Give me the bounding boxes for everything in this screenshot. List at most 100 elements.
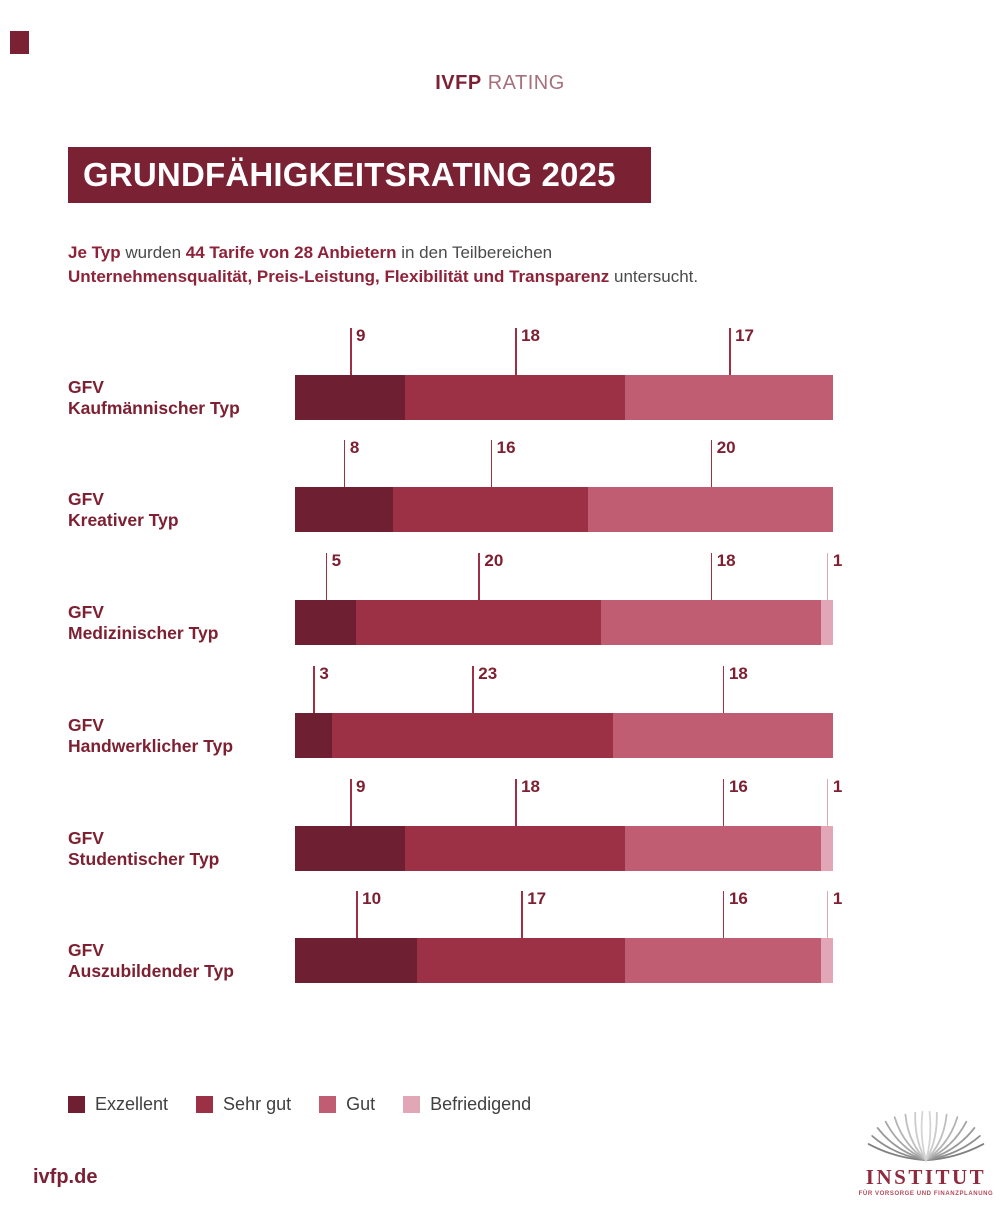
value-label: 18 bbox=[728, 664, 748, 683]
legend-swatch bbox=[319, 1096, 337, 1113]
value-label: 5 bbox=[331, 551, 342, 570]
bar-segment bbox=[625, 375, 833, 420]
value-label: 20 bbox=[484, 551, 504, 570]
value-label: 23 bbox=[478, 664, 498, 683]
value-label: 18 bbox=[716, 551, 736, 570]
row-label: GFV Handwerklicher Typ bbox=[68, 714, 234, 756]
callout-line bbox=[826, 779, 829, 830]
row-label: GFV Studentischer Typ bbox=[68, 827, 220, 869]
row-label: GFV Auszubildender Typ bbox=[68, 939, 234, 981]
callout-line bbox=[710, 440, 713, 491]
legend-item: Befriedigend bbox=[403, 1094, 531, 1115]
callout-line bbox=[515, 779, 517, 830]
callout-line bbox=[826, 553, 829, 604]
callout-line bbox=[490, 440, 493, 491]
callout-line bbox=[356, 891, 358, 942]
corner-accent-square bbox=[10, 31, 29, 54]
bar-segment bbox=[612, 713, 833, 758]
bar-segment bbox=[295, 487, 393, 532]
value-label: 17 bbox=[527, 889, 547, 908]
value-label: 9 bbox=[356, 326, 366, 345]
institut-tagline: FÜR VORSORGE UND FINANZPLANUNG bbox=[858, 1191, 994, 1197]
callout-line bbox=[343, 440, 346, 491]
subtitle-highlight: 44 Tarife von 28 Anbietern bbox=[185, 243, 397, 262]
row-label: GFV Medizinischer Typ bbox=[68, 601, 219, 643]
subtitle-plain: untersucht. bbox=[609, 267, 699, 286]
subtitle-plain: in den Teilbereichen bbox=[396, 243, 553, 262]
bar-segment bbox=[625, 938, 821, 983]
bar-segment bbox=[295, 713, 332, 758]
legend-item: Exzellent bbox=[68, 1094, 168, 1115]
brand-ivfp: IVFP bbox=[435, 72, 482, 94]
chart-legend: Exzellent Sehr gut Gut Befriedigend bbox=[68, 1094, 531, 1115]
institut-book-icon bbox=[867, 1110, 985, 1162]
institut-wordmark: INSTITUT bbox=[865, 1165, 987, 1189]
legend-item: Sehr gut bbox=[196, 1094, 291, 1115]
legend-swatch bbox=[403, 1096, 421, 1113]
value-label: 1 bbox=[832, 889, 843, 908]
bar-segment bbox=[405, 826, 626, 871]
bar-segment bbox=[295, 826, 406, 871]
value-label: 8 bbox=[349, 438, 360, 457]
legend-swatch bbox=[68, 1096, 85, 1113]
value-label: 10 bbox=[362, 889, 382, 908]
bar-segment bbox=[356, 600, 601, 645]
institut-logo: INSTITUT FÜR VORSORGE UND FINANZPLANUNG bbox=[856, 1110, 996, 1197]
bar-segment bbox=[600, 600, 821, 645]
callout-line bbox=[722, 891, 725, 942]
bar-segment bbox=[588, 487, 833, 532]
legend-item: Gut bbox=[319, 1094, 375, 1115]
bar-segment bbox=[417, 938, 626, 983]
callout-line bbox=[515, 328, 517, 379]
value-label: 16 bbox=[728, 889, 748, 908]
row-label: GFV Kreativer Typ bbox=[68, 488, 179, 530]
callout-line bbox=[521, 891, 523, 942]
callout-line bbox=[350, 779, 352, 830]
value-label: 1 bbox=[832, 551, 843, 570]
value-label: 16 bbox=[496, 438, 516, 457]
stacked-bar bbox=[295, 713, 833, 758]
subtitle-highlight: Je Typ bbox=[68, 243, 121, 262]
bar-segment bbox=[820, 938, 833, 983]
bar-segment bbox=[392, 487, 589, 532]
legend-label: Gut bbox=[346, 1094, 376, 1114]
value-label: 1 bbox=[832, 777, 843, 796]
callout-line bbox=[722, 779, 725, 830]
value-label: 3 bbox=[319, 664, 329, 683]
row-label: GFV Kaufmännischer Typ bbox=[68, 376, 240, 418]
stacked-bar bbox=[295, 826, 833, 871]
subtitle-text: Je Typ wurden 44 Tarife von 28 Anbietern… bbox=[68, 241, 828, 289]
stacked-bar bbox=[295, 487, 833, 532]
callout-line bbox=[325, 553, 328, 604]
bar-segment bbox=[625, 826, 821, 871]
callout-line bbox=[313, 666, 315, 717]
subtitle-plain: wurden bbox=[120, 243, 186, 262]
value-label: 9 bbox=[356, 777, 366, 796]
callout-line bbox=[710, 553, 713, 604]
bar-segment bbox=[295, 375, 406, 420]
legend-label: Sehr gut bbox=[223, 1094, 292, 1114]
callout-line bbox=[472, 666, 474, 717]
value-label: 18 bbox=[521, 326, 540, 345]
bar-segment bbox=[295, 938, 418, 983]
legend-swatch bbox=[196, 1096, 214, 1113]
legend-label: Exzellent bbox=[95, 1094, 169, 1114]
value-label: 20 bbox=[716, 438, 736, 457]
subtitle-line: Je Typ wurden 44 Tarife von 28 Anbietern… bbox=[68, 241, 828, 265]
brand-header: IVFP RATING bbox=[0, 72, 1000, 95]
callout-line bbox=[826, 891, 829, 942]
bar-segment bbox=[295, 600, 357, 645]
callout-line bbox=[722, 666, 725, 717]
brand-rating: RATING bbox=[487, 72, 565, 94]
value-label: 16 bbox=[728, 777, 748, 796]
stacked-bar bbox=[295, 375, 833, 420]
bar-segment bbox=[820, 826, 833, 871]
callout-line bbox=[729, 328, 731, 379]
stacked-bar bbox=[295, 600, 833, 645]
stacked-bar bbox=[295, 938, 833, 983]
callout-line bbox=[478, 553, 480, 604]
bar-segment bbox=[405, 375, 626, 420]
callout-line bbox=[350, 328, 352, 379]
